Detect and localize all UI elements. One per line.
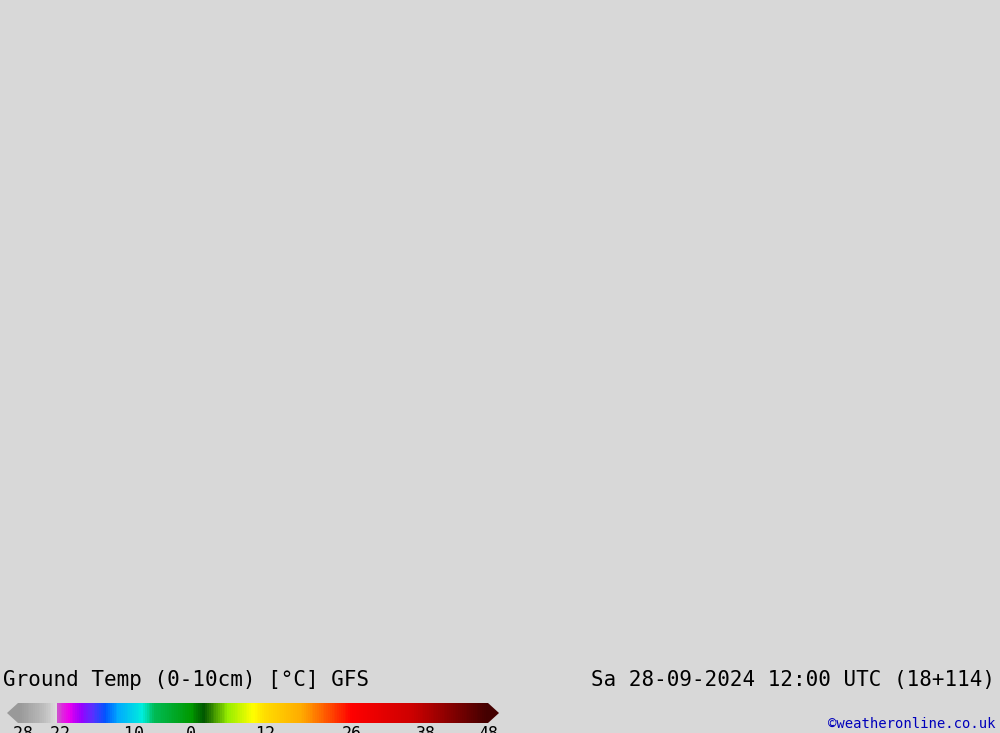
Text: -10: -10 [114,725,144,733]
Text: 38: 38 [416,725,436,733]
Text: 12: 12 [255,725,275,733]
Text: 48: 48 [478,725,498,733]
Text: Sa 28-09-2024 12:00 UTC (18+114): Sa 28-09-2024 12:00 UTC (18+114) [591,669,995,690]
Text: ©weatheronline.co.uk: ©weatheronline.co.uk [828,717,995,731]
Text: 0: 0 [186,725,196,733]
Text: -22: -22 [40,725,70,733]
Polygon shape [7,703,18,723]
Text: -28: -28 [3,725,33,733]
Text: 26: 26 [342,725,362,733]
Polygon shape [488,703,499,723]
Text: Ground Temp (0-10cm) [°C] GFS: Ground Temp (0-10cm) [°C] GFS [3,669,369,690]
